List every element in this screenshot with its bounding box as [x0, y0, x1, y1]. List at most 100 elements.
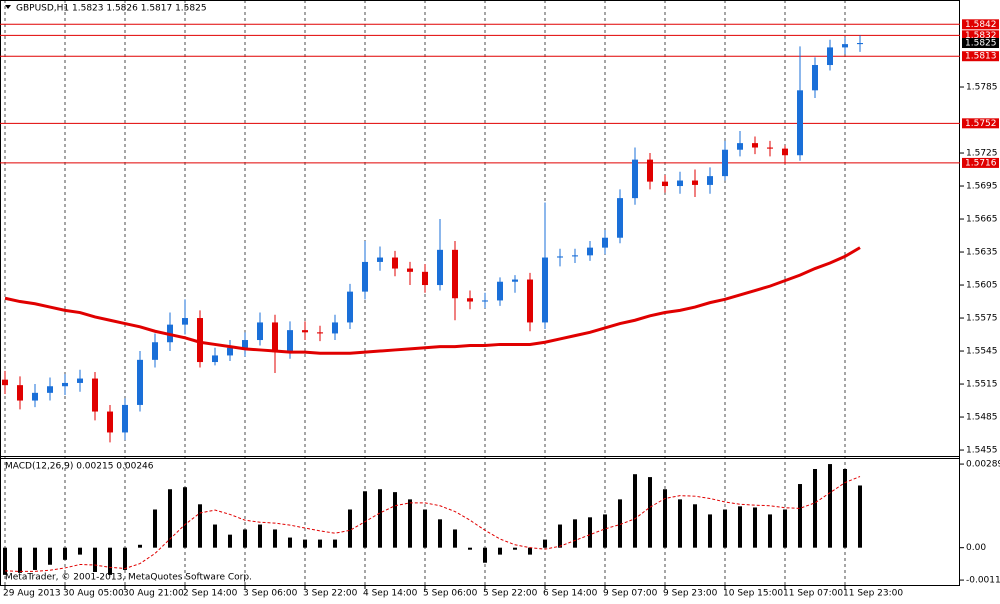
macd-bar — [738, 506, 742, 548]
x-tick-label: 9 Sep 23:00 — [663, 589, 718, 599]
level-label-bg — [962, 19, 999, 30]
candle-body — [707, 176, 713, 185]
candle-body — [662, 181, 668, 187]
macd-bar — [768, 514, 772, 548]
x-tick-label: 11 Sep 07:00 — [783, 589, 843, 599]
y-tick-label: 1.5695 — [966, 182, 998, 192]
candle-body — [197, 318, 203, 363]
macd-bar — [153, 509, 157, 548]
candle-body — [782, 148, 788, 156]
macd-bar — [78, 547, 82, 555]
macd-bar — [498, 547, 502, 555]
macd-bar — [588, 517, 592, 548]
macd-bar — [528, 547, 532, 555]
price-label-bg — [962, 38, 999, 49]
y-tick-label: 1.5665 — [966, 215, 998, 225]
macd-bar — [813, 468, 817, 548]
macd-bar — [603, 514, 607, 548]
candle-body — [452, 249, 458, 299]
candle-body — [377, 257, 383, 262]
x-tick-label: 3 Sep 06:00 — [243, 589, 298, 599]
macd-bar — [198, 504, 202, 548]
macd-bar — [543, 539, 547, 548]
macd-bar — [183, 487, 187, 548]
x-tick-label: 10 Sep 15:00 — [723, 589, 783, 599]
y-tick-label: 0.00289 — [966, 460, 1000, 470]
signal-line — [4, 476, 861, 572]
x-tick-label: 11 Sep 23:00 — [843, 589, 903, 599]
candle-body — [2, 379, 8, 386]
level-label-bg — [962, 30, 999, 41]
macd-bar — [3, 547, 7, 575]
candle-body — [407, 268, 413, 272]
macd-bar — [243, 529, 247, 548]
candle-body — [32, 392, 38, 401]
candle-body — [857, 43, 863, 45]
y-tick-label: 1.5725 — [966, 149, 998, 159]
level-label: 1.5716 — [965, 158, 997, 168]
y-tick-label: 1.5515 — [966, 380, 998, 390]
x-tick-label: 30 Aug 05:00 — [63, 589, 124, 599]
macd-bar — [843, 468, 847, 548]
macd-bar — [798, 484, 802, 548]
candle-body — [302, 330, 308, 333]
candle-body — [557, 256, 563, 258]
candle-body — [257, 322, 263, 341]
macd-bar — [213, 524, 217, 548]
macd-bar — [783, 509, 787, 548]
y-tick-label: 1.5785 — [966, 83, 998, 93]
macd-bar — [708, 514, 712, 548]
candle-body — [722, 149, 728, 177]
candle-body — [647, 159, 653, 182]
macd-bar — [753, 507, 757, 548]
macd-bar — [348, 509, 352, 548]
level-label: 1.5832 — [965, 31, 997, 41]
candle-body — [152, 342, 158, 360]
candle-body — [632, 159, 638, 199]
candle-body — [182, 318, 188, 325]
macd-bar — [288, 537, 292, 548]
candle-body — [92, 378, 98, 412]
candle-body — [392, 257, 398, 269]
macd-bar — [408, 499, 412, 548]
macd-bar — [168, 489, 172, 548]
candle-body — [542, 257, 548, 323]
candle-body — [482, 300, 488, 302]
macd-bar — [18, 547, 22, 573]
candle-body — [692, 180, 698, 185]
candle-body — [77, 378, 83, 383]
x-tick-label: 3 Sep 22:00 — [303, 589, 358, 599]
macd-bar — [33, 547, 37, 570]
level-label-bg — [962, 157, 999, 168]
candle-body — [287, 330, 293, 353]
candle-body — [272, 322, 278, 353]
candle-body — [47, 386, 53, 393]
macd-bar — [828, 464, 832, 548]
candle-body — [677, 180, 683, 187]
candle-body — [572, 255, 578, 257]
macd-bar — [483, 547, 487, 563]
macd-bar — [228, 534, 232, 548]
candle-body — [512, 279, 518, 282]
macd-bar — [633, 474, 637, 548]
macd-bar — [123, 547, 127, 570]
candle-body — [422, 271, 428, 286]
x-tick-label: 5 Sep 22:00 — [483, 589, 538, 599]
price-label: 1.5825 — [965, 39, 997, 49]
candle-body — [467, 298, 473, 302]
candle-body — [317, 332, 323, 334]
macd-bar — [663, 489, 667, 548]
candle-body — [752, 143, 758, 148]
macd-bar — [618, 499, 622, 548]
candle-body — [17, 385, 23, 401]
level-label-bg — [962, 118, 999, 129]
candle-body — [137, 359, 143, 405]
candle-body — [842, 44, 848, 48]
macd-bar — [48, 547, 52, 565]
candle-body — [107, 411, 113, 433]
macd-bar — [303, 539, 307, 548]
candle-body — [212, 355, 218, 363]
macd-bar — [63, 547, 67, 560]
candle-body — [812, 65, 818, 91]
